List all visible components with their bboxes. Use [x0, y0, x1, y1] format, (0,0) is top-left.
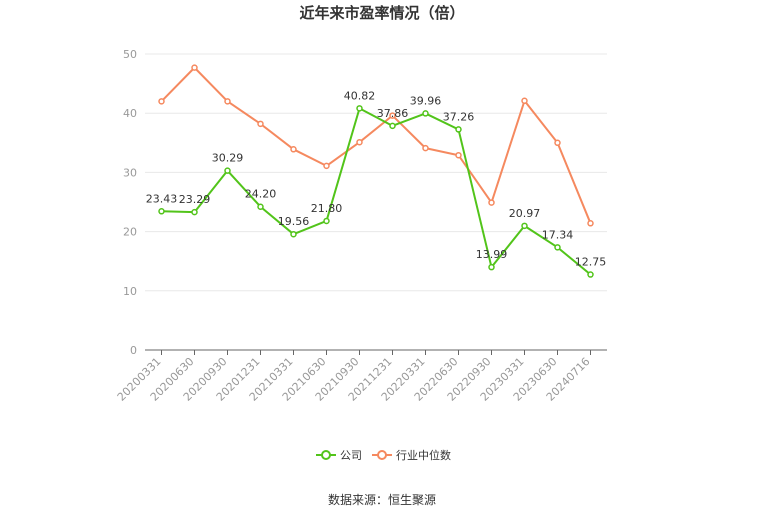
source-note: 数据来源：恒生聚源 — [328, 492, 436, 507]
company-point — [488, 263, 495, 271]
company-data-label: 40.82 — [344, 89, 376, 102]
industry-median-point — [521, 97, 528, 105]
industry-median-point — [290, 146, 297, 153]
legend-label: 行业中位数 — [396, 448, 451, 462]
y-tick-label: 40 — [123, 107, 137, 120]
company-data-label: 24.20 — [245, 188, 277, 201]
chart-title: 近年来市盈率情况（倍） — [299, 4, 464, 22]
company-point — [158, 208, 165, 215]
legend-marker — [377, 450, 387, 460]
company-point — [587, 271, 594, 278]
industry-median-point — [323, 162, 330, 170]
industry-median-point — [389, 112, 396, 119]
company-data-label: 17.34 — [542, 228, 574, 241]
y-tick-label: 20 — [123, 226, 137, 239]
legend-company: 公司 — [316, 449, 362, 462]
company-data-label: 37.86 — [377, 107, 409, 120]
industry-median-line — [160, 66, 592, 224]
company-data-label: 19.56 — [278, 215, 310, 228]
company-point — [389, 122, 396, 130]
industry-median-point — [422, 144, 429, 152]
company-point — [455, 126, 462, 133]
company-point — [422, 110, 429, 117]
company-point — [554, 244, 561, 251]
company-point — [191, 208, 198, 216]
grid-lines — [145, 53, 607, 292]
industry-median-point — [158, 98, 165, 105]
series — [158, 64, 594, 278]
y-tick-label: 30 — [123, 166, 137, 179]
industry-median-point — [587, 220, 594, 227]
company-point — [224, 167, 231, 174]
company-data-label: 39.96 — [410, 94, 442, 107]
industry-median-point — [191, 64, 198, 71]
company-point — [257, 203, 264, 210]
company-data-label: 20.97 — [509, 207, 541, 220]
industry-median-point — [455, 151, 462, 159]
company-point — [356, 105, 363, 112]
industry-median-point — [554, 139, 561, 147]
company-data-label: 13.99 — [476, 248, 508, 261]
company-data-label: 30.29 — [212, 152, 244, 165]
industry-median-point — [488, 199, 495, 206]
y-tick-label: 10 — [123, 285, 137, 298]
company-data-label: 37.26 — [443, 110, 475, 123]
company-data-label: 21.80 — [311, 202, 343, 215]
company-point — [323, 217, 330, 225]
legend: 公司 行业中位数 — [316, 448, 451, 462]
company-data-label: 12.75 — [575, 256, 607, 269]
company-data-label: 23.43 — [146, 192, 178, 205]
industry-median-point — [257, 120, 264, 128]
company-point — [521, 222, 528, 230]
company-data-label: 23.29 — [179, 193, 211, 206]
legend-marker — [321, 450, 331, 460]
legend-label: 公司 — [340, 449, 362, 462]
industry-median-point — [356, 138, 363, 146]
legend-industry-median: 行业中位数 — [372, 448, 451, 462]
company-line — [161, 107, 592, 276]
y-tick-label: 50 — [123, 48, 137, 61]
company-point — [290, 230, 297, 238]
industry-median-point — [224, 98, 231, 105]
y-tick-label: 0 — [130, 344, 137, 357]
